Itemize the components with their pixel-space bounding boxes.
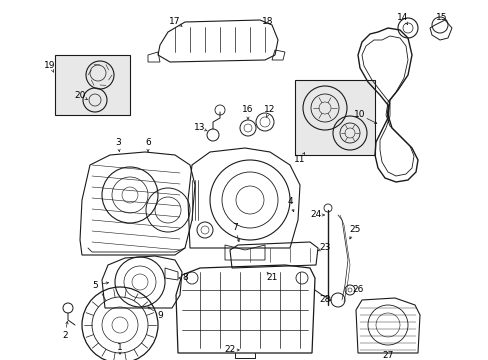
- Text: 9: 9: [157, 310, 163, 320]
- Text: 16: 16: [242, 105, 253, 114]
- Text: 23: 23: [319, 243, 330, 252]
- Text: 17: 17: [169, 18, 181, 27]
- Text: 27: 27: [382, 351, 393, 360]
- Text: 28: 28: [319, 296, 330, 305]
- Text: 21: 21: [266, 274, 277, 283]
- Text: 25: 25: [348, 225, 360, 234]
- Text: 14: 14: [397, 13, 408, 22]
- Text: 13: 13: [194, 123, 205, 132]
- Text: 12: 12: [264, 105, 275, 114]
- Text: 2: 2: [62, 330, 68, 339]
- Text: 1: 1: [117, 343, 122, 352]
- Text: 24: 24: [310, 211, 321, 220]
- Text: 11: 11: [294, 156, 305, 165]
- Text: 10: 10: [353, 111, 365, 120]
- Polygon shape: [294, 80, 374, 155]
- Text: 5: 5: [92, 280, 98, 289]
- Text: 26: 26: [351, 285, 363, 294]
- Text: 8: 8: [182, 274, 187, 283]
- Text: 15: 15: [435, 13, 447, 22]
- Text: 3: 3: [115, 139, 121, 148]
- Polygon shape: [55, 55, 130, 115]
- Text: 20: 20: [74, 90, 85, 99]
- Text: 6: 6: [145, 139, 151, 148]
- Text: 18: 18: [262, 18, 273, 27]
- Text: 22: 22: [224, 346, 235, 355]
- Text: 7: 7: [232, 224, 237, 233]
- Text: 4: 4: [286, 198, 292, 207]
- Text: 19: 19: [44, 60, 56, 69]
